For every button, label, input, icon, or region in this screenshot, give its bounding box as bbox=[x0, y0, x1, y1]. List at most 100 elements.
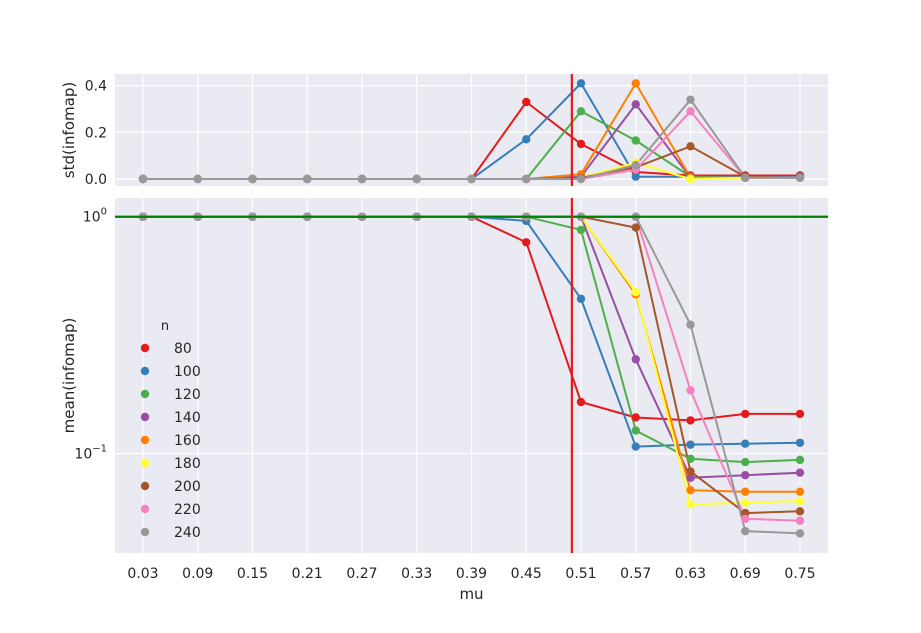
bottom-point-120 bbox=[576, 225, 586, 235]
bottom-point-180 bbox=[631, 288, 640, 297]
xtick-label: 0.45 bbox=[511, 566, 542, 582]
bottom-point-240 bbox=[795, 529, 805, 538]
top-point-220 bbox=[686, 107, 695, 116]
bottom-point-140 bbox=[631, 355, 640, 364]
legend-marker-240 bbox=[140, 527, 150, 537]
bottom-point-80 bbox=[576, 397, 586, 407]
legend-label-80: 80 bbox=[174, 341, 192, 357]
legend-marker-140 bbox=[140, 412, 150, 422]
legend-marker-200 bbox=[140, 481, 150, 491]
bottom-point-220 bbox=[686, 386, 695, 395]
bottom-point-80 bbox=[522, 238, 531, 247]
bottom-point-240 bbox=[741, 526, 750, 536]
legend-marker-220 bbox=[140, 504, 150, 514]
xtick-label: 0.27 bbox=[346, 566, 377, 582]
bottom-ytick-label: 100 bbox=[83, 207, 107, 226]
top-point-180 bbox=[686, 174, 695, 184]
bottom-point-120 bbox=[795, 455, 805, 465]
bottom-point-140 bbox=[686, 473, 695, 482]
bottom-point-80 bbox=[686, 416, 695, 425]
bottom-point-220 bbox=[795, 516, 805, 525]
legend-label-160: 160 bbox=[174, 433, 201, 449]
bottom-point-180 bbox=[795, 496, 805, 506]
legend-marker-160 bbox=[140, 435, 150, 445]
xtick-label: 0.69 bbox=[730, 566, 761, 582]
mean-panel: 100 10−1 mean(infomap) 0.03 0.09 0.15 0.21 0.27… bbox=[60, 198, 828, 603]
top-point-240 bbox=[522, 174, 531, 184]
legend: n 80 100 120 140 160 180 200 220 240 bbox=[140, 319, 201, 541]
top-point-240 bbox=[138, 174, 148, 184]
legend-title: n bbox=[161, 319, 169, 334]
bottom-point-100 bbox=[741, 439, 750, 448]
top-point-80 bbox=[522, 97, 531, 107]
top-point-240 bbox=[686, 95, 695, 104]
legend-marker-80 bbox=[140, 343, 150, 353]
xtick-label: 0.63 bbox=[675, 566, 706, 582]
legend-label-120: 120 bbox=[174, 387, 201, 403]
xtick-label: 0.03 bbox=[127, 566, 158, 582]
top-point-240 bbox=[303, 174, 312, 184]
top-point-240 bbox=[412, 174, 421, 184]
top-point-80 bbox=[576, 139, 586, 149]
top-point-240 bbox=[248, 174, 257, 184]
bottom-point-120 bbox=[741, 457, 750, 467]
legend-marker-120 bbox=[140, 389, 150, 399]
bottom-point-80 bbox=[631, 413, 640, 422]
top-point-240 bbox=[576, 174, 586, 184]
xtick-label: 0.09 bbox=[182, 566, 213, 582]
top-point-240 bbox=[795, 173, 805, 183]
legend-marker-100 bbox=[140, 366, 150, 376]
top-point-240 bbox=[357, 174, 367, 184]
legend-label-140: 140 bbox=[174, 410, 201, 426]
top-ytick-label: 0.0 bbox=[85, 172, 107, 188]
bottom-point-140 bbox=[795, 468, 805, 477]
xtick-label: 0.33 bbox=[401, 566, 432, 582]
xtick-label: 0.15 bbox=[237, 566, 268, 582]
std-panel: 0.0 0.2 0.4 std(infomap) bbox=[60, 74, 828, 188]
bottom-point-140 bbox=[741, 470, 750, 480]
bottom-point-240 bbox=[686, 320, 695, 329]
legend-label-240: 240 bbox=[174, 525, 201, 541]
top-point-120 bbox=[576, 107, 586, 116]
bottom-point-160 bbox=[741, 487, 750, 496]
bottom-point-200 bbox=[631, 223, 640, 232]
bottom-point-200 bbox=[686, 467, 695, 476]
bottom-point-100 bbox=[795, 438, 805, 447]
top-point-120 bbox=[631, 136, 640, 145]
top-ylabel: std(infomap) bbox=[60, 82, 78, 178]
legend-label-180: 180 bbox=[174, 456, 201, 472]
xtick-label: 0.21 bbox=[292, 566, 323, 582]
top-point-240 bbox=[741, 173, 750, 183]
top-point-240 bbox=[631, 160, 640, 170]
bottom-point-120 bbox=[631, 426, 640, 435]
bottom-ylabel: mean(infomap) bbox=[60, 318, 78, 434]
bottom-point-160 bbox=[795, 487, 805, 496]
bottom-point-160 bbox=[686, 485, 695, 495]
bottom-point-80 bbox=[741, 409, 750, 419]
bottom-point-180 bbox=[741, 498, 750, 507]
xtick-label: 0.75 bbox=[784, 566, 815, 582]
bottom-point-200 bbox=[795, 507, 805, 516]
top-ytick-label: 0.2 bbox=[85, 125, 107, 141]
bottom-point-100 bbox=[631, 442, 640, 451]
top-point-240 bbox=[467, 174, 476, 184]
bottom-ytick-label: 10−1 bbox=[74, 444, 107, 463]
bottom-point-180 bbox=[686, 500, 695, 509]
bottom-point-100 bbox=[686, 440, 695, 449]
legend-label-220: 220 bbox=[174, 502, 201, 518]
top-point-100 bbox=[576, 79, 586, 88]
bottom-point-220 bbox=[741, 514, 750, 523]
top-point-100 bbox=[522, 135, 531, 144]
top-point-140 bbox=[631, 100, 640, 109]
bottom-point-80 bbox=[795, 409, 805, 419]
xtick-label: 0.39 bbox=[456, 566, 487, 582]
xlabel: mu bbox=[459, 585, 483, 603]
legend-label-100: 100 bbox=[174, 364, 201, 380]
top-point-160 bbox=[631, 79, 640, 88]
top-point-240 bbox=[193, 174, 202, 184]
bottom-point-100 bbox=[576, 294, 586, 304]
top-point-200 bbox=[686, 142, 695, 151]
xtick-label: 0.57 bbox=[620, 566, 651, 582]
bottom-point-120 bbox=[686, 454, 695, 463]
